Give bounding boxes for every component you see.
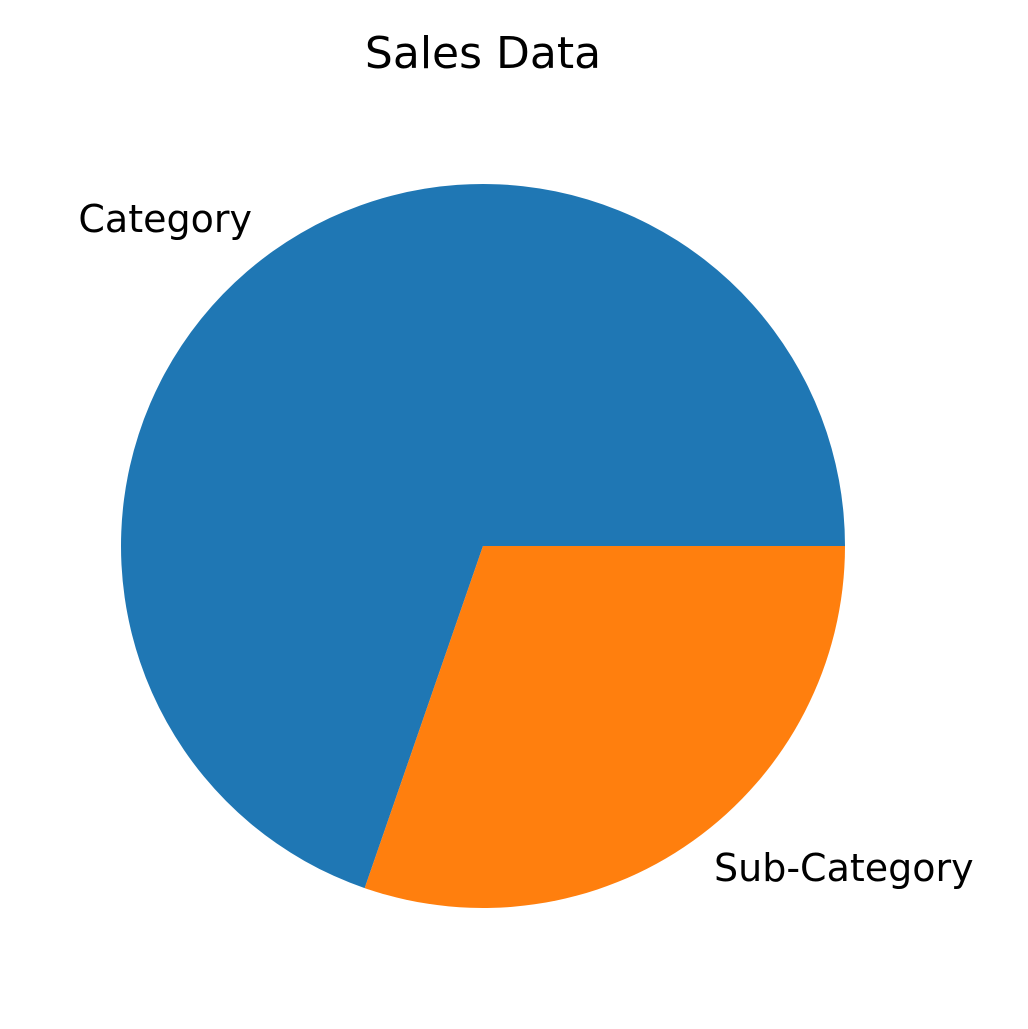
pie-label-category: Category bbox=[78, 197, 252, 241]
pie-label-sub-category: Sub-Category bbox=[714, 846, 974, 890]
pie-labels: Category Sub-Category bbox=[78, 197, 973, 890]
pie-slice-category bbox=[121, 184, 845, 889]
pie-slice-sub-category bbox=[364, 546, 845, 909]
pie-slices bbox=[121, 184, 845, 909]
chart-title: Sales Data bbox=[365, 28, 601, 79]
